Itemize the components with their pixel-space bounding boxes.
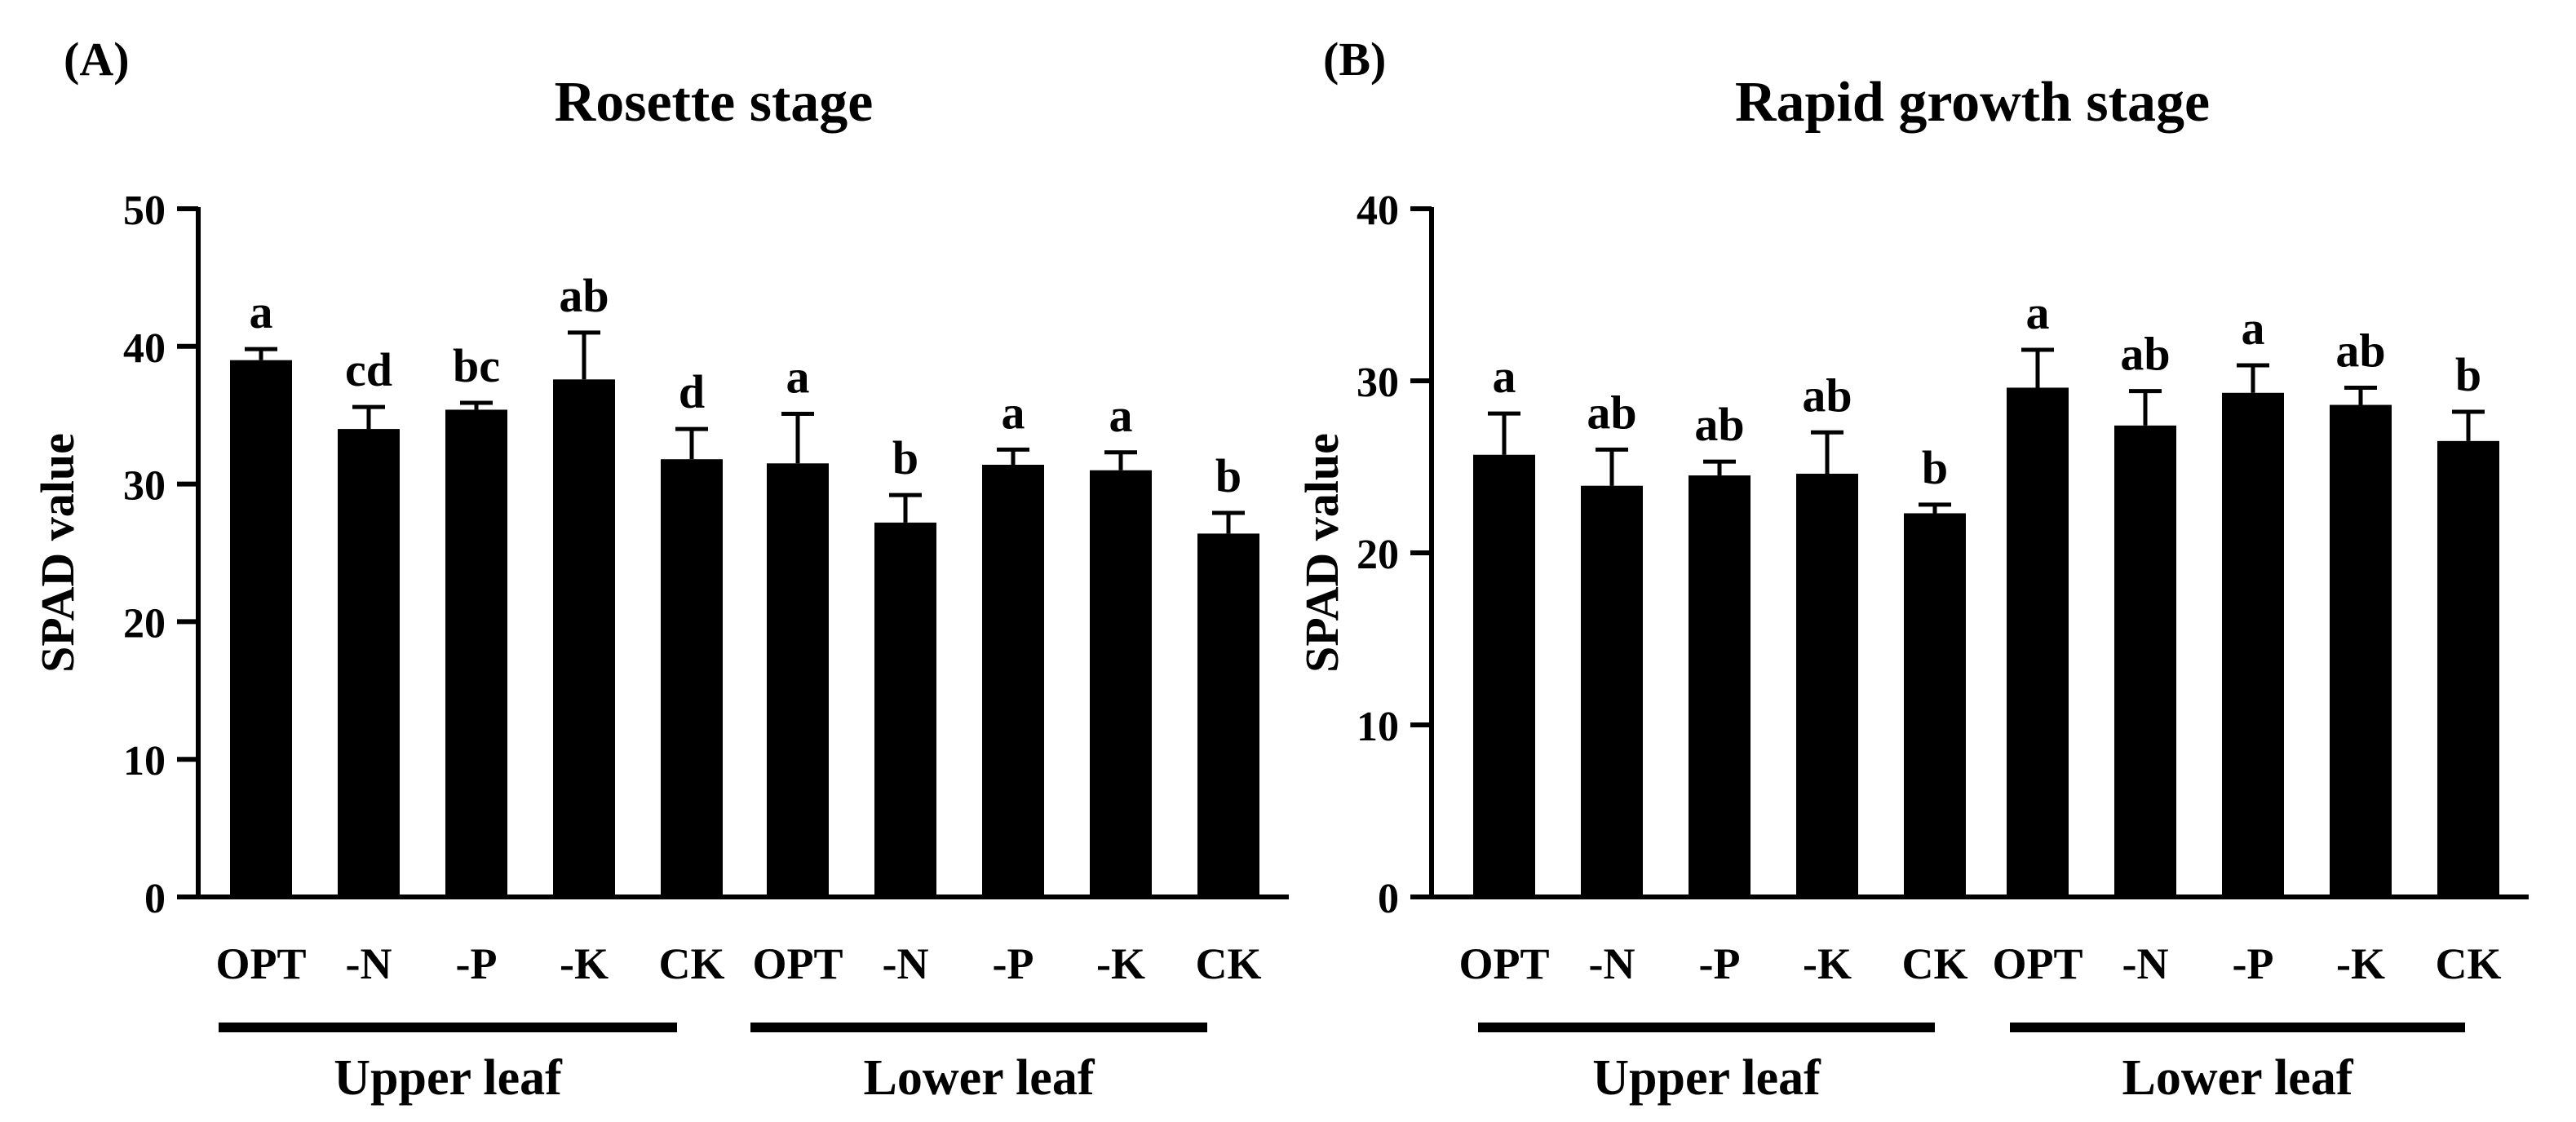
panel-b-category-label: CK <box>2436 939 2502 988</box>
panel-b-y-tick-label: 0 <box>1378 876 1399 922</box>
panel-a-y-tick-label: 10 <box>123 738 166 784</box>
panel-a-bar <box>445 409 507 897</box>
panel-b-significance-letter: b <box>2455 348 2481 401</box>
panel-b-significance-letter: a <box>2026 286 2050 339</box>
panel-b-group-label: Upper leaf <box>1592 1050 1821 1106</box>
panel-b-significance-letter: ab <box>1802 369 1852 422</box>
panel-b-y-tick-label: 40 <box>1357 188 1399 234</box>
panel-b-y-axis-label: SPAD value <box>1295 433 1348 673</box>
panel-a-bar <box>553 379 615 897</box>
panel-a-significance-letter: bc <box>453 339 500 392</box>
panel-b-significance-letter: ab <box>1694 398 1744 451</box>
panel-a-y-tick-label: 40 <box>123 325 166 372</box>
panel-a-y-axis-label: SPAD value <box>31 433 84 673</box>
panel-a-y-tick-label: 0 <box>144 876 166 922</box>
panel-a-bar <box>874 522 936 897</box>
panel-a-bar <box>1197 533 1259 897</box>
panel-b-bar <box>2330 404 2392 897</box>
panel-b-label: (B) <box>1323 33 1386 86</box>
panel-b-bar <box>1581 485 1643 897</box>
panel-b-category-label: -K <box>2336 939 2385 988</box>
panel-a-significance-letter: cd <box>345 343 392 396</box>
panel-b-bar <box>2114 425 2176 897</box>
panel-b-category-label: -N <box>1589 939 1635 988</box>
panel-b-significance-letter: ab <box>1587 386 1636 439</box>
panel-a-category-label: -N <box>346 939 392 988</box>
panel-b-title: Rapid growth stage <box>1735 71 2210 134</box>
panel-a-category-label: CK <box>1196 939 1262 988</box>
panel-a-bar <box>661 459 723 897</box>
panel-b-category-label: OPT <box>1992 939 2082 988</box>
panel-a-group-label: Upper leaf <box>334 1050 563 1106</box>
panel-b-y-tick-label: 30 <box>1357 360 1399 406</box>
panel-a-significance-letter: a <box>786 351 810 404</box>
panel-a-significance-letter: a <box>1109 389 1133 442</box>
panel-b-group-label: Lower leaf <box>2122 1050 2354 1106</box>
panel-a-bar <box>338 429 400 897</box>
panel-a-category-label: -N <box>883 939 929 988</box>
panel-b-category-label: -P <box>1699 939 1741 988</box>
panel-a-title: Rosette stage <box>555 71 874 134</box>
panel-a-significance-letter: b <box>892 431 918 484</box>
panel-a-significance-letter: ab <box>559 269 609 322</box>
panel-b-category-label: OPT <box>1458 939 1549 988</box>
panel-a-label: (A) <box>64 33 130 86</box>
panel-b-significance-letter: a <box>2242 302 2265 355</box>
panel-a-y-tick-label: 50 <box>123 188 166 234</box>
panel-a-y-tick-label: 30 <box>123 463 166 510</box>
panel-a-category-label: -K <box>560 939 609 988</box>
panel-a-significance-letter: b <box>1215 449 1242 502</box>
panel-b-significance-letter: b <box>1922 441 1948 494</box>
panel-a-category-label: OPT <box>215 939 306 988</box>
panel-b-significance-letter: ab <box>2335 324 2385 377</box>
panel-b-category-label: -N <box>2122 939 2169 988</box>
panel-b-significance-letter: a <box>1493 350 1516 403</box>
panel-a-bar <box>1090 470 1152 897</box>
panel-a-category-label: -K <box>1096 939 1145 988</box>
panel-b-category-label: -K <box>1803 939 1852 988</box>
panel-b-category-label: CK <box>1902 939 1968 988</box>
panel-a-significance-letter: a <box>250 285 273 338</box>
panel-b-bar <box>2437 440 2499 897</box>
panel-b-bar <box>2007 387 2069 897</box>
panel-b-y-tick-label: 10 <box>1357 704 1399 750</box>
panel-a-category-label: -P <box>456 939 498 988</box>
panel-a-bar <box>767 463 829 897</box>
panel-a-significance-letter: a <box>1002 386 1025 439</box>
panel-a-category-label: OPT <box>752 939 843 988</box>
panel-b-significance-letter: ab <box>2120 328 2170 381</box>
panel-a-category-label: -P <box>993 939 1034 988</box>
panel-a-group-label: Lower leaf <box>864 1050 1095 1106</box>
panel-b-y-tick-label: 20 <box>1357 532 1399 578</box>
panel-b-category-label: -P <box>2233 939 2274 988</box>
panel-b-bar <box>1473 454 1535 897</box>
panel-a-bar <box>982 464 1044 897</box>
panel-a-bar <box>230 360 292 897</box>
panel-a-significance-letter: d <box>679 365 705 418</box>
panel-b-bar <box>1689 475 1751 897</box>
panel-a-category-label: CK <box>659 939 725 988</box>
panel-b-bar <box>1796 473 1858 897</box>
panel-b-bar <box>2222 392 2284 897</box>
panel-b-bar <box>1904 513 1966 897</box>
panel-a-y-tick-label: 20 <box>123 600 166 647</box>
